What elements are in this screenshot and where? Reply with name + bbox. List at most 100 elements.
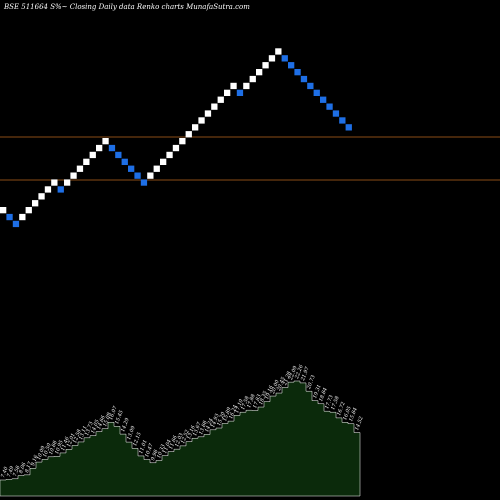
price-label: 11.01 <box>138 439 149 455</box>
price-label: 15.45 <box>114 410 125 426</box>
price-label: 17.88 <box>246 393 257 409</box>
price-label: 10.88 <box>48 440 59 456</box>
renko-brick-down <box>294 69 301 76</box>
price-label: 15.09 <box>102 411 113 427</box>
price-label: 8.17 <box>24 460 34 473</box>
price-label: 12.52 <box>180 429 191 445</box>
renko-brick-up <box>166 151 173 159</box>
price-label: 14.93 <box>210 413 221 429</box>
renko-brick-up <box>32 200 39 207</box>
price-label: 10.33 <box>156 444 167 460</box>
renko-brick-down <box>288 62 295 69</box>
price-label: 17.73 <box>324 394 335 410</box>
price-label: 20.00 <box>270 378 281 395</box>
renko-brick-down <box>332 110 340 117</box>
renko-brick-down <box>121 158 128 165</box>
renko-brick-up <box>153 165 160 172</box>
renko-brick-up <box>243 82 250 90</box>
price-label: 7.49 <box>6 465 16 478</box>
price-label: 13.16 <box>186 424 197 440</box>
price-label: 13.09 <box>126 425 137 441</box>
renko-brick-up <box>76 165 84 172</box>
price-label: 21.97 <box>300 365 311 382</box>
price-label: 20.73 <box>306 374 317 390</box>
renko-brick-up <box>44 186 52 193</box>
price-label: 10.50 <box>42 442 53 458</box>
price-label: 20.45 <box>276 376 287 392</box>
price-label: 21.28 <box>282 371 293 387</box>
price-label: 17.83 <box>252 394 263 410</box>
price-labels: 7.407.497.588.068.179.1610.0910.5010.881… <box>0 363 365 478</box>
renko-brick-up <box>38 193 45 200</box>
renko-brick-up <box>217 96 224 103</box>
price-label: 13.73 <box>84 421 95 437</box>
renko-brick-up <box>204 110 212 117</box>
price-label: 22.26 <box>294 363 305 380</box>
renko-brick-up <box>0 207 7 214</box>
price-label: 14.66 <box>96 414 107 430</box>
price-label: 13.88 <box>198 420 209 436</box>
renko-brick-down <box>108 144 116 152</box>
renko-brick-down <box>339 117 346 124</box>
renko-brick-up <box>51 179 58 186</box>
price-label: 22.09 <box>288 365 299 382</box>
price-label: 18.84 <box>318 387 329 403</box>
price-area <box>0 380 361 497</box>
price-label: 12.15 <box>132 432 143 448</box>
renko-bricks <box>0 48 352 228</box>
price-label: 7.40 <box>0 465 10 478</box>
renko-brick-up <box>198 117 205 124</box>
renko-brick-up <box>83 158 90 165</box>
price-label: 17.58 <box>330 395 341 411</box>
renko-brick-up <box>224 89 231 96</box>
renko-brick-up <box>262 62 269 69</box>
renko-brick-up <box>249 75 256 83</box>
renko-brick-up <box>192 124 199 131</box>
price-label: 15.89 <box>222 406 233 422</box>
price-label: 11.04 <box>162 439 173 455</box>
price-label: 12.03 <box>174 432 185 448</box>
renko-brick-down <box>307 82 314 90</box>
renko-brick-up <box>172 144 180 152</box>
price-label: 9.98 <box>150 449 159 462</box>
renko-brick-down <box>57 186 64 193</box>
renko-brick-down <box>300 75 308 83</box>
renko-brick-down <box>236 89 244 96</box>
renko-brick-down <box>313 89 320 96</box>
price-label: 16.24 <box>228 404 239 420</box>
price-label: 14.05 <box>90 419 101 435</box>
renko-brick-up <box>25 207 32 214</box>
renko-brick-up <box>64 179 71 186</box>
price-label: 10.95 <box>54 440 65 456</box>
price-label: 14.24 <box>204 418 215 434</box>
price-label: 13.11 <box>78 425 89 441</box>
price-label: 14.29 <box>120 417 131 433</box>
renko-brick-down <box>12 220 20 228</box>
price-label: 8.06 <box>18 461 28 474</box>
renko-brick-up <box>275 48 282 55</box>
price-label: 15.84 <box>348 407 359 423</box>
price-label: 18.35 <box>258 390 269 406</box>
price-label: 17.10 <box>234 398 245 414</box>
price-label: 19.31 <box>312 384 323 400</box>
renko-brick-down <box>326 103 333 110</box>
price-label: 12.01 <box>66 432 77 448</box>
renko-brick-up <box>102 138 109 145</box>
renko-brick-up <box>185 131 192 138</box>
renko-brick-up <box>89 151 96 159</box>
price-label: 16.72 <box>336 401 347 417</box>
price-label: 7.58 <box>12 465 21 478</box>
renko-brick-up <box>147 172 154 179</box>
price-label: 9.16 <box>30 454 40 467</box>
chart-title: BSE 511664 S%~ Closing Daily data Renko … <box>3 3 250 11</box>
price-label: 19.16 <box>264 384 275 400</box>
price-label: 15.20 <box>216 410 227 426</box>
renko-brick-up <box>19 213 26 221</box>
renko-brick-up <box>70 172 77 179</box>
renko-brick-down <box>134 172 141 179</box>
price-label: 12.58 <box>72 429 83 445</box>
price-label: 10.09 <box>36 444 47 460</box>
renko-brick-down <box>345 124 352 131</box>
price-label: 17.58 <box>240 395 251 411</box>
price-label: 11.46 <box>60 435 71 451</box>
